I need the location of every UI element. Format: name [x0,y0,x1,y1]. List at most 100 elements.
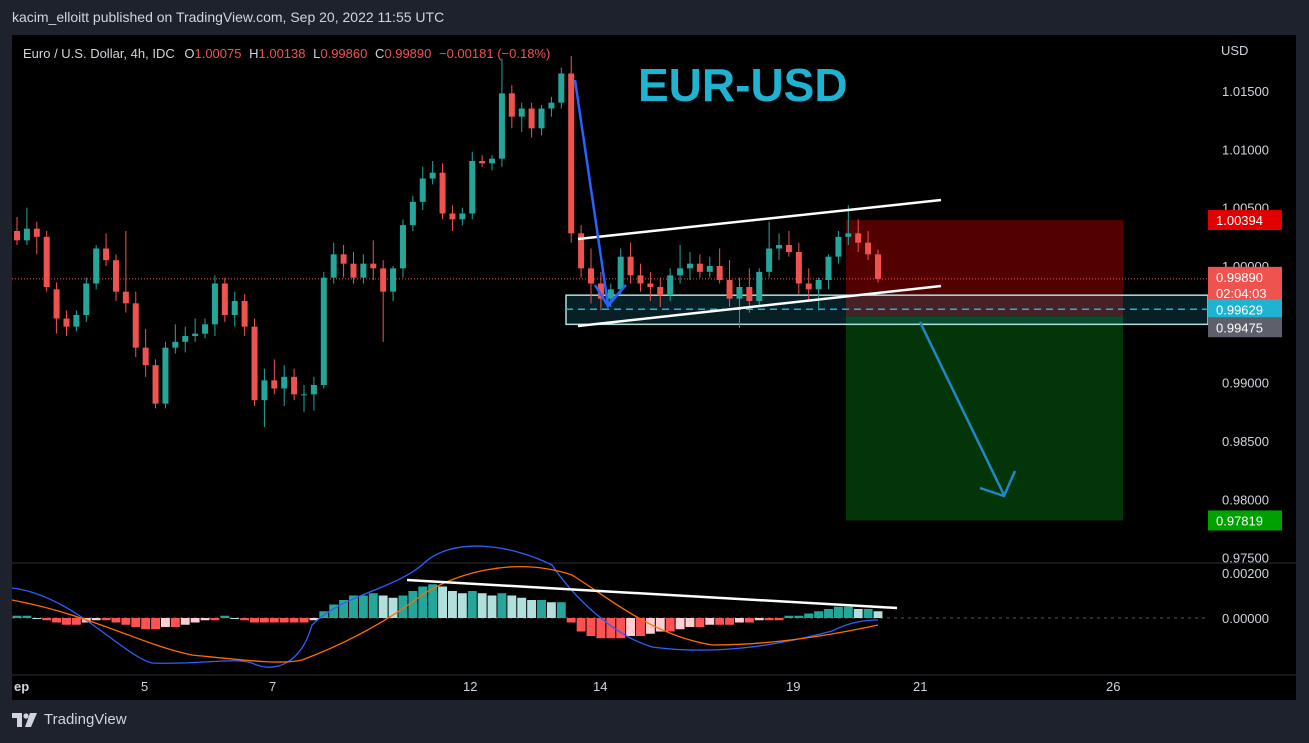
macd-histogram-bar [190,618,200,623]
macd-histogram-bar [180,618,190,625]
candle-body [380,268,387,292]
macd-histogram-bar [606,618,616,639]
macd-histogram-bar [299,618,309,623]
candle-body [617,256,624,290]
candle-body [538,108,545,129]
candle [776,233,783,261]
candle [548,96,555,117]
macd-histogram-bar [368,593,378,618]
candle-body [815,280,822,290]
candle-body [479,161,486,164]
macd-histogram-bar [774,618,784,621]
candle-body [706,266,713,272]
candle-body [63,318,70,327]
candle [380,260,387,342]
macd-histogram-bar [388,597,398,618]
macd-histogram-bar [358,595,368,618]
candle-body [43,236,50,287]
candle-body [251,326,258,401]
candle-body [439,172,446,214]
macd-histogram-bar [636,618,645,636]
candle [875,249,881,283]
candle [785,231,792,257]
target-arrow-shaft [918,321,1006,496]
macd-histogram-bar [22,615,32,618]
candle [33,221,40,255]
macd-histogram-bar [784,615,794,618]
candle-body [716,266,723,280]
candle-body [736,287,743,299]
candle-body [686,263,693,269]
time-tick-label: 19 [786,679,800,694]
candle [528,102,535,138]
trade-zones [12,220,1209,521]
macd-histogram-bar [616,618,626,639]
price-tick-label: 1.01500 [1222,84,1269,99]
target-arrow-head [979,470,1017,498]
candle [14,217,20,245]
candle-body [657,287,664,296]
price-tick-label: 0.99000 [1222,376,1269,391]
candle [122,231,129,313]
candle-body [498,93,505,159]
candle [53,282,60,334]
candle [617,248,624,296]
candle-body [83,283,90,315]
candle [221,277,228,322]
macd-histogram-bar [665,618,675,632]
down-arrow-blue-head [593,284,625,309]
countdown-tag: 02:04:03 [1216,286,1267,301]
candle-body [152,365,159,404]
macd-histogram-bar [101,618,111,621]
candle [83,277,90,322]
candle-body [142,347,149,366]
macd-histogram-bar [398,595,408,618]
macd-histogram-bar [438,586,447,618]
macd-histogram-bar [289,618,299,623]
candle-body [390,268,397,292]
symbol-label: Euro / U.S. Dollar, 4h, IDC [23,46,175,61]
ohlc-legend: Euro / U.S. Dollar, 4h, IDC O1.00075 H1.… [23,46,550,61]
candle-body [825,256,832,280]
macd-histogram-bar [715,618,725,625]
macd-histogram-bar [12,615,22,618]
candles [14,56,881,427]
candle-body [776,245,783,249]
candle [588,248,594,304]
macd-histogram-bar [764,618,774,621]
chart-svg[interactable]: 1.015001.010001.005001.000000.990000.985… [12,35,1296,700]
candle-body [23,228,30,241]
candle [667,268,674,301]
macd-histogram-bar [42,618,52,621]
candle-body [241,301,248,327]
macd-histogram-bar [467,591,477,618]
macd-histogram-bar [151,618,160,630]
stop-price-tag-bg [1208,210,1282,231]
candle-body [667,275,674,296]
candle-body [340,254,347,264]
high-value: 1.00138 [258,46,306,61]
macd-histogram-bar [349,595,358,618]
chart-frame[interactable]: 1.01500 1.01000 1.00500 1.00000 0.99000 0.985… [12,35,1296,700]
publisher-line: kacim_elloitt published on TradingView.c… [12,9,445,25]
high-label: H [249,46,259,61]
candle-body [489,158,496,164]
candle-body [518,108,525,117]
macd-histogram-bar [71,618,81,625]
time-tick-label: 7 [269,679,276,694]
candle [251,318,258,406]
macd-histogram-bar [833,606,843,618]
candle [597,271,604,311]
change-value: −0.00181 (−0.18%) [439,46,551,61]
candle [518,102,525,132]
signal-line [12,566,879,663]
macd-histogram-bar [52,618,62,623]
candle [330,242,337,284]
macd-pane [12,545,1208,668]
candle-body [528,108,535,129]
candle-body [53,289,60,319]
macd-histogram-bar [754,618,764,621]
candle [627,242,634,284]
candle-body [647,283,654,287]
candle-body [33,228,40,237]
